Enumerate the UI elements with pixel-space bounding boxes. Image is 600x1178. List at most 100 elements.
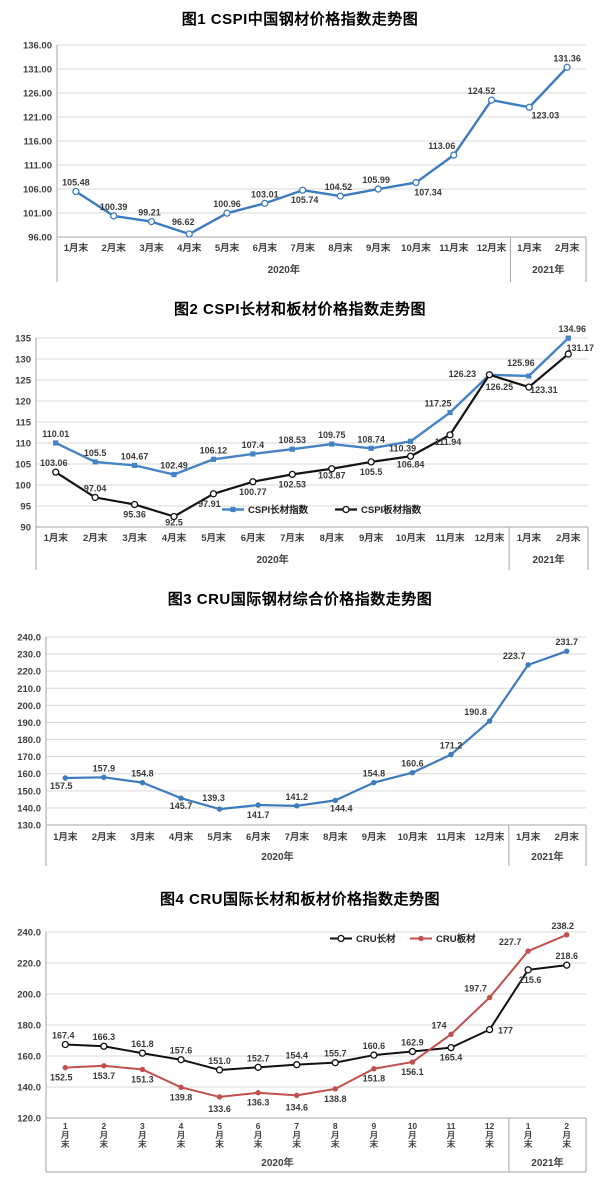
data-label: 174 xyxy=(431,1020,446,1030)
data-label: 155.7 xyxy=(324,1049,347,1059)
point-marker xyxy=(332,797,338,804)
point-marker xyxy=(216,1094,223,1100)
series-line xyxy=(64,964,568,1071)
x-category-label: 11月末 xyxy=(436,831,466,843)
point-marker xyxy=(448,751,454,758)
point-marker xyxy=(61,1040,69,1049)
point-marker xyxy=(328,465,336,473)
data-label: 157.5 xyxy=(50,781,73,791)
year-group-label: 2021年 xyxy=(532,553,564,566)
data-label: 160.6 xyxy=(363,1041,386,1051)
y-axis: 130.0 140.0 150.0 160.0 170.0 180.0 190.0 200.0… xyxy=(17,633,586,832)
point-marker xyxy=(332,1086,338,1092)
point-marker xyxy=(171,471,177,478)
y-tick-label: 200.0 xyxy=(17,990,41,1001)
figure-1-canvas: 96.00 101.00 106.00 111.00 116.00 121.00 126.0… xyxy=(23,41,587,282)
data-label: 134.96 xyxy=(559,324,587,334)
x-category-label: 4月末 xyxy=(169,831,194,843)
legend: CRU长材 CRU板材 xyxy=(330,933,476,945)
data-label: 190.8 xyxy=(464,707,487,717)
series-line xyxy=(74,66,569,236)
x-category-label: 8月末 xyxy=(320,532,345,544)
point-marker xyxy=(147,217,156,226)
point-marker xyxy=(139,779,146,786)
data-label: 105.5 xyxy=(84,448,107,458)
y-tick-label: 200.0 xyxy=(17,701,41,712)
data-label: 105.5 xyxy=(360,467,383,477)
point-marker xyxy=(525,948,531,954)
data-label: 139.3 xyxy=(202,793,225,803)
figure-2: 图2 CSPI长材和板材价格指数走势图 90 95 100 105 110 115 120 1… xyxy=(0,290,600,580)
point-marker xyxy=(62,1064,68,1071)
data-label: 105.99 xyxy=(362,175,390,185)
point-marker xyxy=(486,994,493,1001)
data-label: 215.6 xyxy=(519,975,542,985)
y-tick-label: 96.00 xyxy=(28,233,52,244)
data-label: 166.3 xyxy=(93,1032,116,1042)
data-label: 223.7 xyxy=(503,651,526,661)
data-label: 156.1 xyxy=(401,1067,424,1077)
x-category-label: 8月末 xyxy=(328,242,353,254)
point-marker xyxy=(72,187,80,196)
x-category-label: 2月末 xyxy=(102,242,127,254)
data-label: 103.06 xyxy=(40,458,68,468)
point-marker xyxy=(298,186,307,194)
point-marker xyxy=(408,1047,417,1056)
x-category-label: 6月末 xyxy=(241,532,266,544)
legend-label: CSPI板材指数 xyxy=(361,504,422,516)
y-tick-label: 180.0 xyxy=(17,1021,41,1032)
x-category-label: 10月末 xyxy=(398,831,428,843)
data-label: 97.91 xyxy=(198,499,221,509)
y-tick-label: 160.0 xyxy=(17,1052,41,1063)
series-line xyxy=(54,352,570,518)
point-marker xyxy=(446,431,454,439)
point-marker xyxy=(564,648,570,654)
data-label: 227.7 xyxy=(499,937,522,947)
point-marker xyxy=(336,192,345,200)
point-marker xyxy=(92,459,98,465)
data-label: 154.8 xyxy=(131,769,154,779)
x-category-label: 12月末 xyxy=(475,831,505,843)
y-tick-label: 120 xyxy=(15,397,31,408)
x-category-label: 1月末 xyxy=(64,242,89,254)
data-label: 96.62 xyxy=(172,217,195,227)
x-category-label: 2月末 xyxy=(555,242,580,254)
y-tick-label: 140.0 xyxy=(17,1083,41,1094)
point-marker xyxy=(525,662,531,668)
data-label: 151.0 xyxy=(208,1056,231,1066)
year-group-label: 2020年 xyxy=(261,1156,293,1169)
legend: CSPI长材指数 CSPI板材指数 xyxy=(222,504,422,516)
data-label: 152.7 xyxy=(247,1053,270,1063)
x-category-label: 5月末 xyxy=(215,242,240,254)
point-marker xyxy=(52,468,60,476)
point-marker xyxy=(407,438,414,444)
data-label: 144.4 xyxy=(330,803,353,813)
x-category-label: 9月末 xyxy=(362,831,387,843)
data-label: 111.94 xyxy=(435,437,462,447)
y-tick-label: 135 xyxy=(15,334,32,345)
x-category-label: 2月末 xyxy=(556,532,581,544)
figure-2-canvas: 90 95 100 105 110 115 120 125 130 135 1月末 2月末 3月末 4月末… xyxy=(15,324,594,570)
point-marker xyxy=(250,451,256,457)
data-label: 103.01 xyxy=(251,189,279,199)
x-axis: 1月末 2月末 3月末 4月末 5月末 6月末 7月末 8月末 9月末 10月末 11月末 12月末 1… xyxy=(64,242,580,276)
x-category-label: 1月末 xyxy=(516,831,541,843)
point-marker xyxy=(563,63,571,71)
data-label: 139.8 xyxy=(170,1092,193,1102)
point-marker xyxy=(110,212,118,220)
data-label: 171.2 xyxy=(440,741,463,751)
point-marker xyxy=(53,440,59,446)
x-category-label: 4月末 xyxy=(162,532,187,544)
data-label: 152.5 xyxy=(50,1073,73,1083)
y-tick-label: 100 xyxy=(15,481,31,492)
figure-4: 图4 CRU国际长材和板材价格指数走势图 120.0 140.0 160.0 180.… xyxy=(0,880,600,1178)
data-label: 154.4 xyxy=(285,1051,308,1061)
data-label: 102.53 xyxy=(279,479,307,489)
data-label: 117.25 xyxy=(424,399,451,409)
data-label: 104.67 xyxy=(121,451,149,461)
